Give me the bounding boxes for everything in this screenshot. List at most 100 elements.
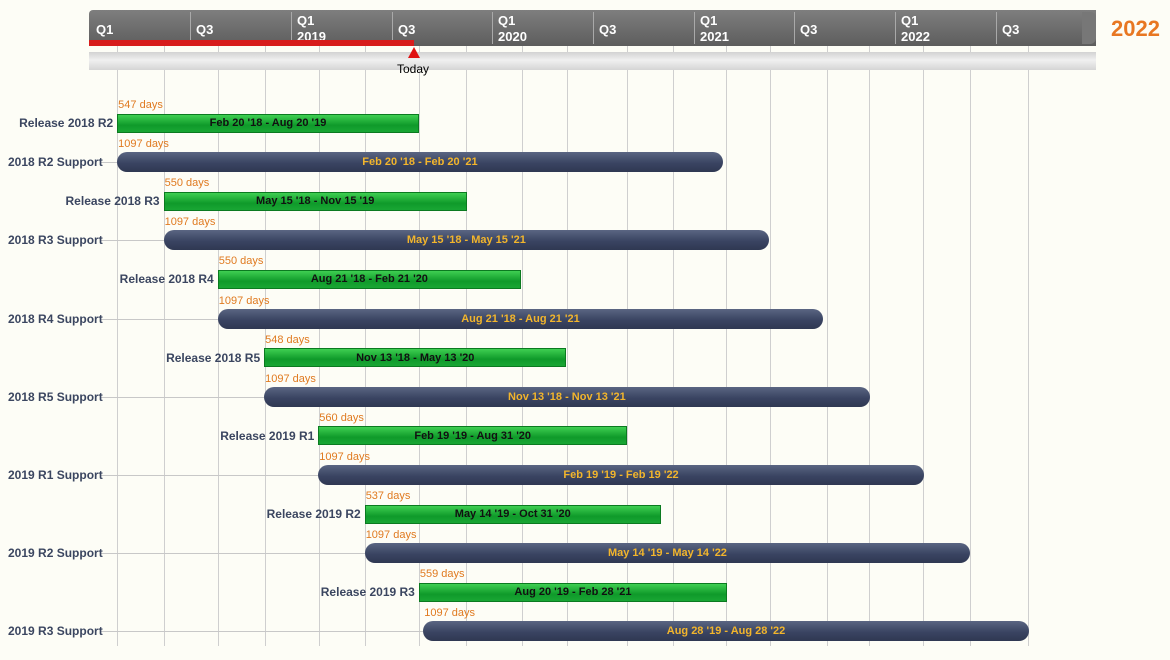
gridline [265,46,266,646]
row-label: 2018 R2 Support [8,155,103,170]
row-leader-line [100,474,319,476]
row-label: 2018 R5 Support [8,389,103,404]
quarter-name: Q3 [398,22,416,37]
bar-date-range: Nov 13 '18 - May 13 '20 [356,351,475,364]
bar-date-range: Nov 13 '18 - Nov 13 '21 [508,390,626,403]
bar-date-range: Feb 20 '18 - Aug 20 '19 [209,117,327,129]
bar-date-range: May 15 '18 - Nov 15 '19 [256,195,375,208]
release-bar[interactable]: Aug 21 '18 - Feb 21 '20 [217,269,522,289]
gridline [218,46,219,646]
row-leader-line [100,396,265,398]
row-label: 2019 R2 Support [8,546,103,561]
row-label: 2018 R4 Support [8,311,103,326]
row-leader-line [100,318,218,320]
quarter-label: Q1 2021 [700,13,729,45]
gridline [869,46,870,646]
support-bar[interactable]: May 15 '18 - May 15 '21 [163,230,770,251]
quarter-label: Q3 [1002,22,1019,38]
quarter-name: Q1 [498,13,516,28]
bar-date-range: May 15 '18 - May 15 '21 [406,234,526,247]
support-bar[interactable]: Aug 21 '18 - Aug 21 '21 [217,308,824,329]
duration-label: 548 days [265,333,310,346]
quarter-label: Q3 [800,22,817,38]
bar-date-range: Aug 28 '19 - Aug 28 '22 [666,625,786,638]
support-bar[interactable]: Nov 13 '18 - Nov 13 '21 [264,386,870,407]
gridline [827,46,828,646]
release-bar[interactable]: Aug 20 '19 - Feb 28 '21 [418,582,728,602]
row-label: Release 2018 R2 [19,116,114,130]
support-bar[interactable]: Feb 20 '18 - Feb 20 '21 [117,152,723,173]
quarter-name: Q3 [196,22,214,37]
gridline [726,46,727,646]
bar-date-range: Aug 21 '18 - Feb 21 '20 [310,273,428,286]
gridline [365,46,366,646]
bar-date-range: Aug 20 '19 - Feb 28 '21 [514,586,632,599]
gridline [466,46,467,646]
gridline [673,46,674,646]
bar-date-range: Feb 19 '19 - Feb 19 '22 [563,468,679,481]
quarter-year: 2021 [700,29,729,44]
timescale-header-end [1082,12,1096,44]
release-bar[interactable]: Feb 20 '18 - Aug 20 '19 [117,113,419,133]
quarter-divider [190,12,191,44]
gridline [522,46,523,646]
duration-label: 1097 days [218,294,270,307]
quarter-label: Q1 2022 [901,13,930,45]
quarter-label: Q1 2020 [498,13,527,45]
row-label: Release 2018 R4 [119,272,214,287]
support-bar[interactable]: May 14 '19 - May 14 '22 [364,543,971,564]
row-label: 2018 R3 Support [8,233,103,248]
quarter-divider [794,12,795,44]
bar-date-range: May 14 '19 - May 14 '22 [607,547,727,560]
row-label: Release 2019 R2 [266,507,361,521]
release-bar[interactable]: Feb 19 '19 - Aug 31 '20 [318,426,628,446]
gridline [923,46,924,646]
quarter-divider [996,12,997,44]
quarter-divider [593,12,594,44]
quarter-name: Q1 [297,13,315,28]
duration-label: 1097 days [424,607,476,620]
row-label: 2019 R3 Support [8,624,103,639]
bar-date-range: Aug 21 '18 - Aug 21 '21 [461,312,580,325]
gridline [164,46,165,646]
bar-date-range: Feb 20 '18 - Feb 20 '21 [362,156,478,169]
release-bar[interactable]: Nov 13 '18 - May 13 '20 [264,348,567,368]
today-marker-icon [408,47,420,58]
today-label: Today [397,62,430,76]
quarter-label: Q3 [599,22,616,38]
quarter-label: Q3 [398,22,415,38]
duration-label: 550 days [164,177,210,190]
duration-label: 547 days [118,99,163,111]
support-bar[interactable]: Feb 19 '19 - Feb 19 '22 [318,464,924,485]
quarter-divider [392,12,393,44]
row-leader-line [100,240,164,242]
gridline [117,46,118,646]
duration-label: 1097 days [118,138,169,151]
row-label: Release 2018 R3 [65,194,160,209]
duration-label: 1097 days [365,529,417,542]
bar-date-range: May 14 '19 - Oct 31 '20 [454,508,571,520]
release-bar[interactable]: May 14 '19 - Oct 31 '20 [364,504,661,524]
quarter-name: Q3 [1002,22,1020,37]
duration-label: 537 days [365,490,411,502]
gridline [319,46,320,646]
gridline [419,46,420,646]
row-leader-line [100,553,365,555]
year-label: 2022 [1111,16,1160,41]
release-bar[interactable]: May 15 '18 - Nov 15 '19 [163,191,467,211]
row-label: Release 2019 R1 [220,428,315,443]
row-label: 2019 R1 Support [8,467,103,482]
quarter-name: Q3 [599,22,617,37]
duration-label: 1097 days [265,372,316,385]
duration-label: 1097 days [164,216,216,229]
duration-label: 560 days [319,411,364,424]
row-leader-line [100,631,424,633]
support-bar[interactable]: Aug 28 '19 - Aug 28 '22 [423,621,1029,642]
quarter-name: Q1 [96,22,114,37]
gridline [567,46,568,646]
quarter-year: 2022 [901,29,930,44]
quarter-divider [291,12,292,44]
gridline [1028,46,1029,646]
quarter-divider [895,12,896,44]
